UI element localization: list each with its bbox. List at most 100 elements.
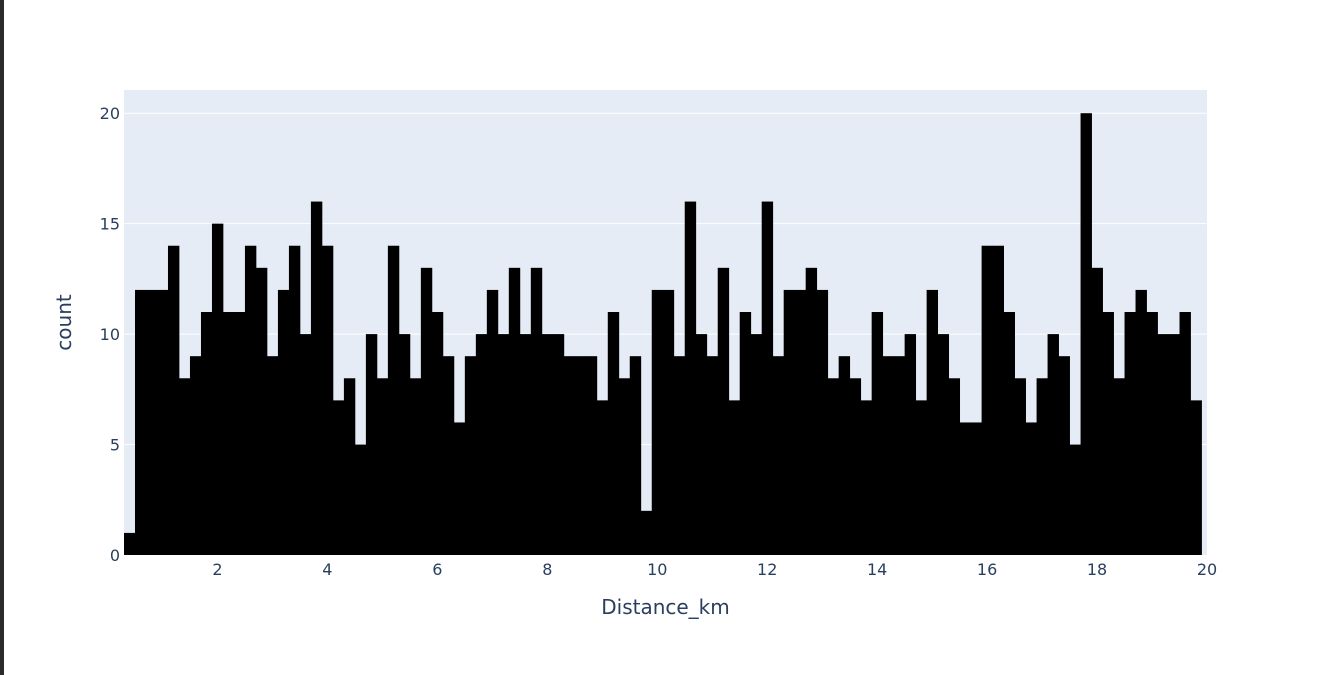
histogram-bar[interactable] xyxy=(1058,356,1070,555)
histogram-bar[interactable] xyxy=(552,334,565,555)
histogram-bar[interactable] xyxy=(332,400,345,555)
histogram-bar[interactable] xyxy=(1113,378,1125,555)
histogram-bar[interactable] xyxy=(794,289,807,555)
histogram-bar[interactable] xyxy=(442,356,455,555)
histogram-bar[interactable] xyxy=(321,245,334,556)
histogram-bar[interactable] xyxy=(124,532,136,555)
histogram-bar[interactable] xyxy=(805,267,818,555)
histogram-bar[interactable] xyxy=(277,289,290,555)
histogram-bar[interactable] xyxy=(1047,334,1059,555)
histogram-bar[interactable] xyxy=(574,356,587,555)
y-tick-label: 20 xyxy=(100,104,120,123)
histogram-bar[interactable] xyxy=(651,289,664,555)
histogram-bar[interactable] xyxy=(387,245,400,556)
histogram-bar[interactable] xyxy=(1135,289,1147,555)
histogram-bar[interactable] xyxy=(761,201,774,555)
histogram-bar[interactable] xyxy=(497,334,510,555)
histogram-bar[interactable] xyxy=(1124,312,1136,555)
histogram-bar[interactable] xyxy=(816,289,829,555)
histogram-bar[interactable] xyxy=(915,400,928,555)
histogram-bar[interactable] xyxy=(541,334,554,555)
histogram-bar[interactable] xyxy=(145,289,158,555)
histogram-bar[interactable] xyxy=(607,312,620,555)
histogram-bar[interactable] xyxy=(200,312,213,555)
histogram-bar[interactable] xyxy=(1025,422,1037,555)
histogram-bar[interactable] xyxy=(420,267,433,555)
histogram-bar[interactable] xyxy=(266,356,279,555)
histogram-bar[interactable] xyxy=(959,422,972,555)
histogram-bar[interactable] xyxy=(772,356,785,555)
window-edge xyxy=(0,0,4,675)
histogram-bar[interactable] xyxy=(904,334,917,555)
histogram-bar[interactable] xyxy=(233,312,246,555)
histogram-bar[interactable] xyxy=(354,444,367,555)
histogram-bar[interactable] xyxy=(849,378,862,555)
histogram-bar[interactable] xyxy=(970,422,983,555)
histogram-bar[interactable] xyxy=(178,378,191,555)
histogram-bar[interactable] xyxy=(717,267,730,555)
histogram-bar[interactable] xyxy=(453,422,466,555)
histogram-bar[interactable] xyxy=(431,312,444,555)
histogram-bar[interactable] xyxy=(1036,378,1048,555)
histogram-bar[interactable] xyxy=(937,334,950,555)
histogram-bar[interactable] xyxy=(728,400,741,555)
histogram-bar[interactable] xyxy=(629,356,642,555)
histogram-bar[interactable] xyxy=(640,510,653,555)
histogram-bar[interactable] xyxy=(1091,267,1103,555)
histogram-bar[interactable] xyxy=(1069,444,1081,555)
histogram-bar[interactable] xyxy=(1014,378,1026,555)
histogram-bar[interactable] xyxy=(244,245,257,556)
histogram-bar[interactable] xyxy=(739,312,752,555)
histogram-bar[interactable] xyxy=(860,400,873,555)
histogram-bar[interactable] xyxy=(1157,334,1169,555)
histogram-bar[interactable] xyxy=(1190,400,1202,555)
histogram-bar[interactable] xyxy=(486,289,499,555)
histogram-bar[interactable] xyxy=(376,378,389,555)
histogram-bar[interactable] xyxy=(871,312,884,555)
histogram-bar[interactable] xyxy=(398,334,411,555)
histogram-bar[interactable] xyxy=(255,267,268,555)
histogram-bar[interactable] xyxy=(827,378,840,555)
histogram-bar[interactable] xyxy=(585,356,598,555)
histogram-bar[interactable] xyxy=(1080,113,1092,556)
histogram-bar[interactable] xyxy=(299,334,312,555)
histogram-bar[interactable] xyxy=(838,356,851,555)
histogram-bar[interactable] xyxy=(1179,312,1191,555)
histogram-bar[interactable] xyxy=(189,356,202,555)
histogram-bar[interactable] xyxy=(926,289,939,555)
histogram-bar[interactable] xyxy=(1146,312,1158,555)
histogram-bar[interactable] xyxy=(222,312,235,555)
histogram-bar[interactable] xyxy=(1102,312,1114,555)
histogram-bar[interactable] xyxy=(310,201,323,555)
histogram-bar[interactable] xyxy=(750,334,763,555)
histogram-bar[interactable] xyxy=(563,356,576,555)
histogram-bar[interactable] xyxy=(475,334,488,555)
histogram-bar[interactable] xyxy=(981,245,993,556)
histogram-bar[interactable] xyxy=(684,201,697,555)
histogram-bar[interactable] xyxy=(167,245,180,556)
histogram-bar[interactable] xyxy=(343,378,356,555)
histogram-bar[interactable] xyxy=(1168,334,1180,555)
histogram-bar[interactable] xyxy=(156,289,169,555)
histogram-bar[interactable] xyxy=(662,289,675,555)
histogram-bar[interactable] xyxy=(365,334,378,555)
histogram-bar[interactable] xyxy=(783,289,796,555)
histogram-bar[interactable] xyxy=(409,378,422,555)
histogram-bar[interactable] xyxy=(948,378,961,555)
histogram-bar[interactable] xyxy=(673,356,686,555)
histogram-bar[interactable] xyxy=(596,400,609,555)
histogram-bar[interactable] xyxy=(211,223,224,555)
histogram-bar[interactable] xyxy=(618,378,631,555)
histogram-bar[interactable] xyxy=(706,356,719,555)
histogram-bar[interactable] xyxy=(134,289,147,555)
histogram-bar[interactable] xyxy=(992,245,1004,556)
histogram-bar[interactable] xyxy=(288,245,301,556)
histogram-bar[interactable] xyxy=(695,334,708,555)
histogram-bar[interactable] xyxy=(530,267,543,555)
histogram-bar[interactable] xyxy=(464,356,477,555)
histogram-bar[interactable] xyxy=(1003,312,1015,555)
histogram-bar[interactable] xyxy=(519,334,532,555)
histogram-bar[interactable] xyxy=(882,356,895,555)
histogram-bar[interactable] xyxy=(508,267,521,555)
histogram-bar[interactable] xyxy=(893,356,906,555)
